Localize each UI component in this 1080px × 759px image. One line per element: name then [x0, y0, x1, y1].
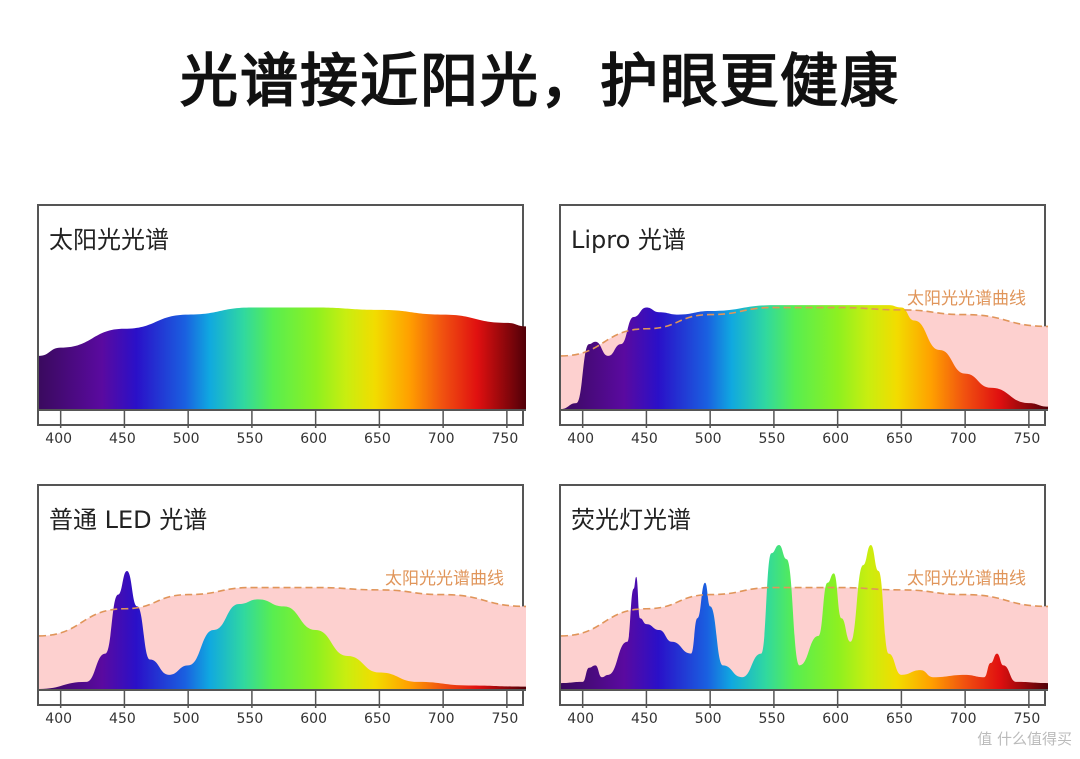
x-tick-label: 550	[758, 431, 786, 447]
panel-title: 太阳光光谱	[49, 226, 169, 254]
x-tick-label: 700	[427, 431, 455, 447]
fluorescent-spectrum-chart	[561, 545, 1048, 708]
watermark: 值 什么值得买	[977, 730, 1072, 748]
x-tick-label: 450	[631, 431, 658, 447]
x-tick-label: 400	[45, 711, 73, 727]
x-tick-label: 750	[491, 431, 519, 447]
sunlight-spectrum-chart	[39, 307, 526, 428]
x-tick-label: 600	[822, 431, 850, 447]
x-tick-label: 700	[949, 711, 977, 727]
chart-panel-fluorescent: 荧光灯光谱 太阳光光谱曲线	[559, 484, 1048, 708]
spectrum-area	[561, 545, 1048, 689]
x-tick-label: 550	[758, 711, 786, 727]
x-tick-label: 750	[1013, 431, 1041, 447]
x-axis-labels: 400 450 500 550 600 650 700 750	[37, 431, 524, 451]
reference-curve	[39, 586, 526, 637]
x-tick-label: 600	[300, 711, 328, 727]
x-tick-label: 700	[949, 431, 977, 447]
chart-panel-sunlight: 太阳光光谱	[37, 204, 526, 428]
x-tick-label: 750	[1013, 711, 1041, 727]
x-axis-labels: 400 450 500 550 600 650 700 750	[559, 711, 1046, 731]
x-tick-label: 450	[109, 431, 136, 447]
x-tick-label: 750	[491, 711, 519, 727]
x-tick-label: 400	[567, 711, 595, 727]
spectrum-area	[39, 307, 526, 409]
page-title: 光谱接近阳光，护眼更健康	[179, 47, 900, 115]
reference-curve	[561, 586, 1048, 637]
x-tick-label: 400	[45, 431, 73, 447]
chart-panel-lipro: Lipro 光谱 太阳光光谱曲线	[559, 204, 1048, 428]
x-tick-label: 650	[364, 711, 391, 727]
chart-panel-led: 普通 LED 光谱 太阳光光谱曲线	[37, 484, 526, 708]
x-axis-labels: 400 450 500 550 600 650 700 750	[37, 711, 524, 731]
reference-curve-label: 太阳光光谱曲线	[907, 569, 1026, 589]
x-tick-label: 550	[236, 711, 264, 727]
x-tick-label: 700	[427, 711, 455, 727]
reference-curve-label: 太阳光光谱曲线	[907, 289, 1026, 309]
x-tick-label: 450	[631, 711, 658, 727]
led-spectrum-chart	[39, 571, 526, 708]
reference-curve	[561, 306, 1048, 357]
x-tick-label: 650	[886, 431, 913, 447]
spectrum-area	[561, 305, 1048, 409]
x-tick-label: 400	[567, 431, 595, 447]
x-tick-label: 550	[236, 431, 264, 447]
reference-curve-label: 太阳光光谱曲线	[385, 569, 504, 589]
x-tick-label: 500	[694, 431, 722, 447]
spectrum-area	[39, 571, 526, 689]
lipro-spectrum-chart	[561, 305, 1048, 428]
x-tick-label: 500	[694, 711, 722, 727]
x-tick-label: 500	[172, 711, 200, 727]
x-tick-label: 450	[109, 711, 136, 727]
panel-title: 荧光灯光谱	[571, 506, 691, 534]
x-tick-label: 500	[172, 431, 200, 447]
panel-title: Lipro 光谱	[571, 226, 686, 254]
panel-title: 普通 LED 光谱	[49, 506, 208, 534]
x-tick-label: 600	[822, 711, 850, 727]
x-axis-labels: 400 450 500 550 600 650 700 750	[559, 431, 1046, 451]
x-tick-label: 650	[886, 711, 913, 727]
x-tick-label: 600	[300, 431, 328, 447]
x-tick-label: 650	[364, 431, 391, 447]
